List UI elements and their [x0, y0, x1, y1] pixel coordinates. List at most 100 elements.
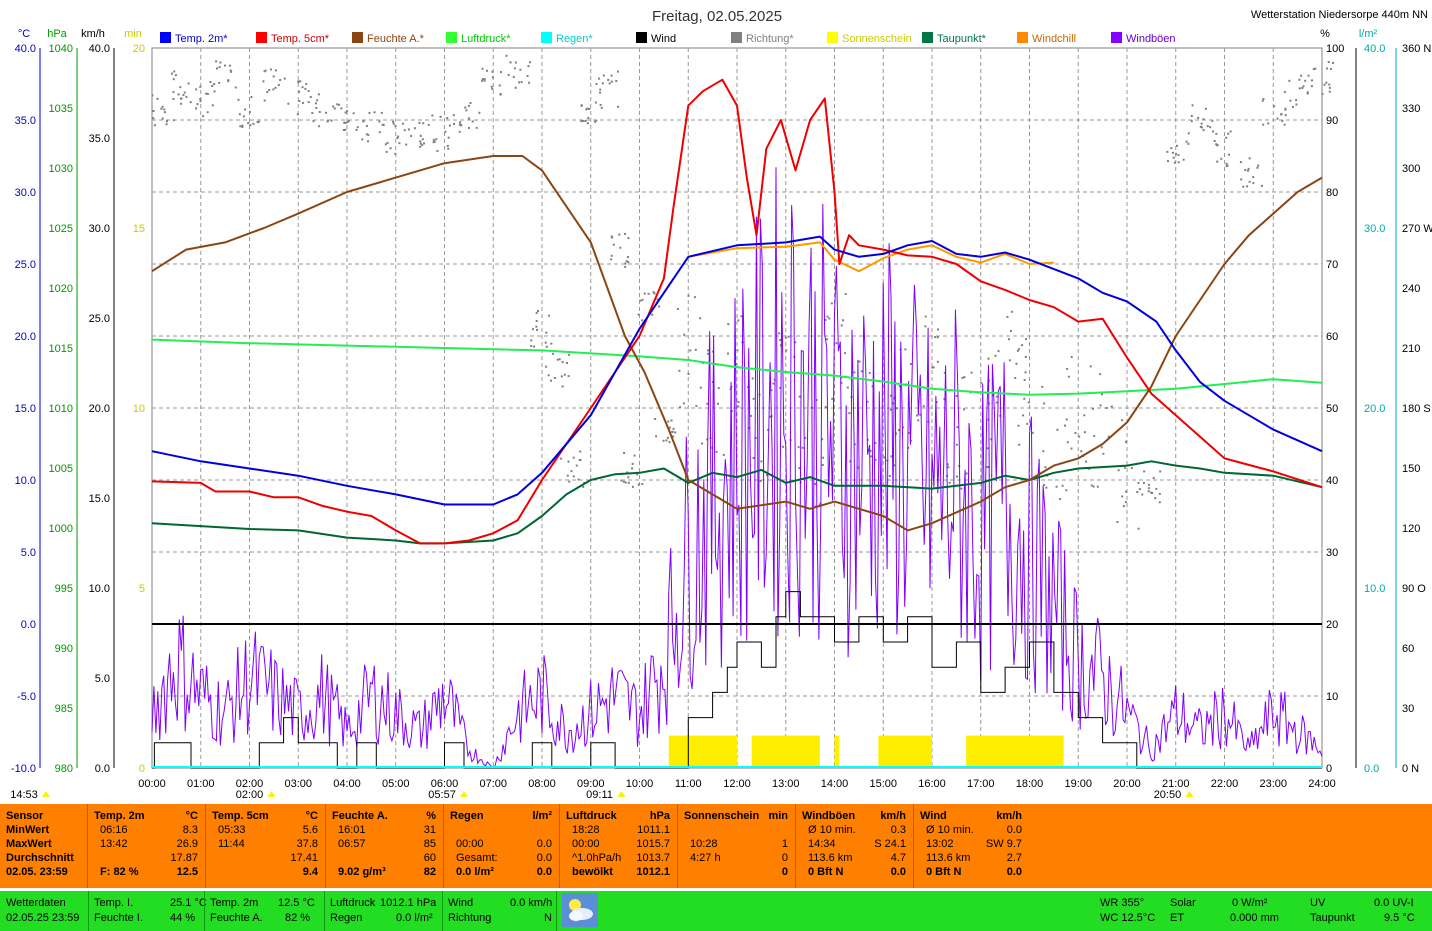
direction-point [752, 397, 755, 400]
sunshine-bar [878, 735, 932, 768]
direction-point [382, 124, 385, 127]
table-cell-value: 0.0 [536, 838, 552, 850]
direction-point [917, 419, 920, 422]
axis-tick-label: 1030 [49, 163, 73, 175]
direction-point [784, 336, 787, 339]
table-row-label: Durchschnitt [6, 852, 74, 864]
direction-point [1022, 414, 1025, 417]
direction-point [1031, 431, 1034, 434]
direction-point [224, 64, 227, 67]
direction-point [1088, 467, 1091, 470]
direction-point [610, 254, 613, 257]
direction-point [250, 96, 253, 99]
table-header: Regen [450, 810, 484, 822]
direction-point [601, 82, 604, 85]
direction-point [211, 104, 214, 107]
direction-point [595, 83, 598, 86]
direction-point [1017, 424, 1020, 427]
direction-point [439, 115, 442, 118]
axis-tick-label: 1020 [49, 283, 73, 295]
direction-point [916, 414, 919, 417]
direction-point [340, 107, 343, 110]
direction-point [676, 308, 679, 311]
direction-point [380, 111, 383, 114]
direction-point [355, 128, 358, 131]
table-cell-value: 1 [781, 838, 788, 850]
direction-point [1159, 470, 1162, 473]
axis-unit-label: °C [18, 28, 30, 40]
axis-tick-label: 90 [1326, 115, 1338, 127]
direction-point [263, 70, 266, 73]
direction-point [1158, 492, 1161, 495]
direction-point [716, 402, 719, 405]
direction-point [760, 460, 763, 463]
axis-tick-label: 15.0 [15, 403, 36, 415]
direction-point [695, 405, 698, 408]
direction-point [172, 97, 175, 100]
direction-point [1027, 401, 1030, 404]
direction-point [1283, 123, 1286, 126]
legend-label: Taupunkt* [937, 33, 987, 45]
direction-point [272, 75, 275, 78]
series-line [151, 155, 1323, 532]
direction-point [580, 104, 583, 107]
direction-point [956, 426, 959, 429]
direction-point [874, 441, 877, 444]
direction-point [610, 80, 613, 83]
direction-point [932, 366, 935, 369]
et-value: 0.000 mm [1230, 912, 1279, 924]
direction-point [1190, 114, 1193, 117]
axis-unit-label: l/m² [1359, 28, 1378, 40]
direction-point [419, 145, 422, 148]
direction-point [481, 79, 484, 82]
chart-grid [152, 48, 1322, 768]
direction-point [1225, 136, 1228, 139]
direction-point [599, 103, 602, 106]
direction-point [801, 446, 804, 449]
table-cell-label: 0.0 l/m² [456, 866, 494, 878]
direction-point [419, 142, 422, 145]
direction-point [427, 123, 430, 126]
direction-point [588, 107, 591, 110]
direction-point [1055, 485, 1058, 488]
direction-point [1138, 488, 1141, 491]
axis-tick-label: 1015 [49, 343, 73, 355]
axis-tick-label: 25.0 [89, 313, 110, 325]
direction-point [257, 120, 260, 123]
table-cell-label: Gesamt: [456, 852, 498, 864]
direction-point [1166, 150, 1169, 153]
direction-point [637, 483, 640, 486]
direction-point [309, 96, 312, 99]
direction-point [759, 479, 762, 482]
direction-point [752, 457, 755, 460]
direction-point [624, 262, 627, 265]
axis-tick-label: 150 [1402, 463, 1420, 475]
direction-point [1291, 105, 1294, 108]
direction-point [618, 233, 621, 236]
direction-point [172, 119, 175, 122]
direction-point [202, 115, 205, 118]
direction-point [307, 101, 310, 104]
direction-point [274, 86, 277, 89]
legend-swatch [636, 32, 647, 43]
direction-point [368, 111, 371, 114]
direction-point [239, 125, 242, 128]
legend-swatch [922, 32, 933, 43]
direction-point [633, 454, 636, 457]
direction-point [871, 385, 874, 388]
direction-point [610, 235, 613, 238]
direction-point [459, 124, 462, 127]
direction-point [821, 438, 824, 441]
direction-point [447, 147, 450, 150]
direction-point [247, 122, 250, 125]
legend-label: Windböen [1126, 33, 1176, 45]
direction-point [736, 349, 739, 352]
direction-point [1170, 147, 1173, 150]
table-header: Temp. 5cm [212, 810, 269, 822]
direction-point [647, 292, 650, 295]
table-cell-value: 60 [423, 852, 436, 864]
direction-point [1023, 378, 1026, 381]
direction-point [180, 102, 183, 105]
direction-point [627, 481, 630, 484]
direction-point [528, 81, 531, 84]
